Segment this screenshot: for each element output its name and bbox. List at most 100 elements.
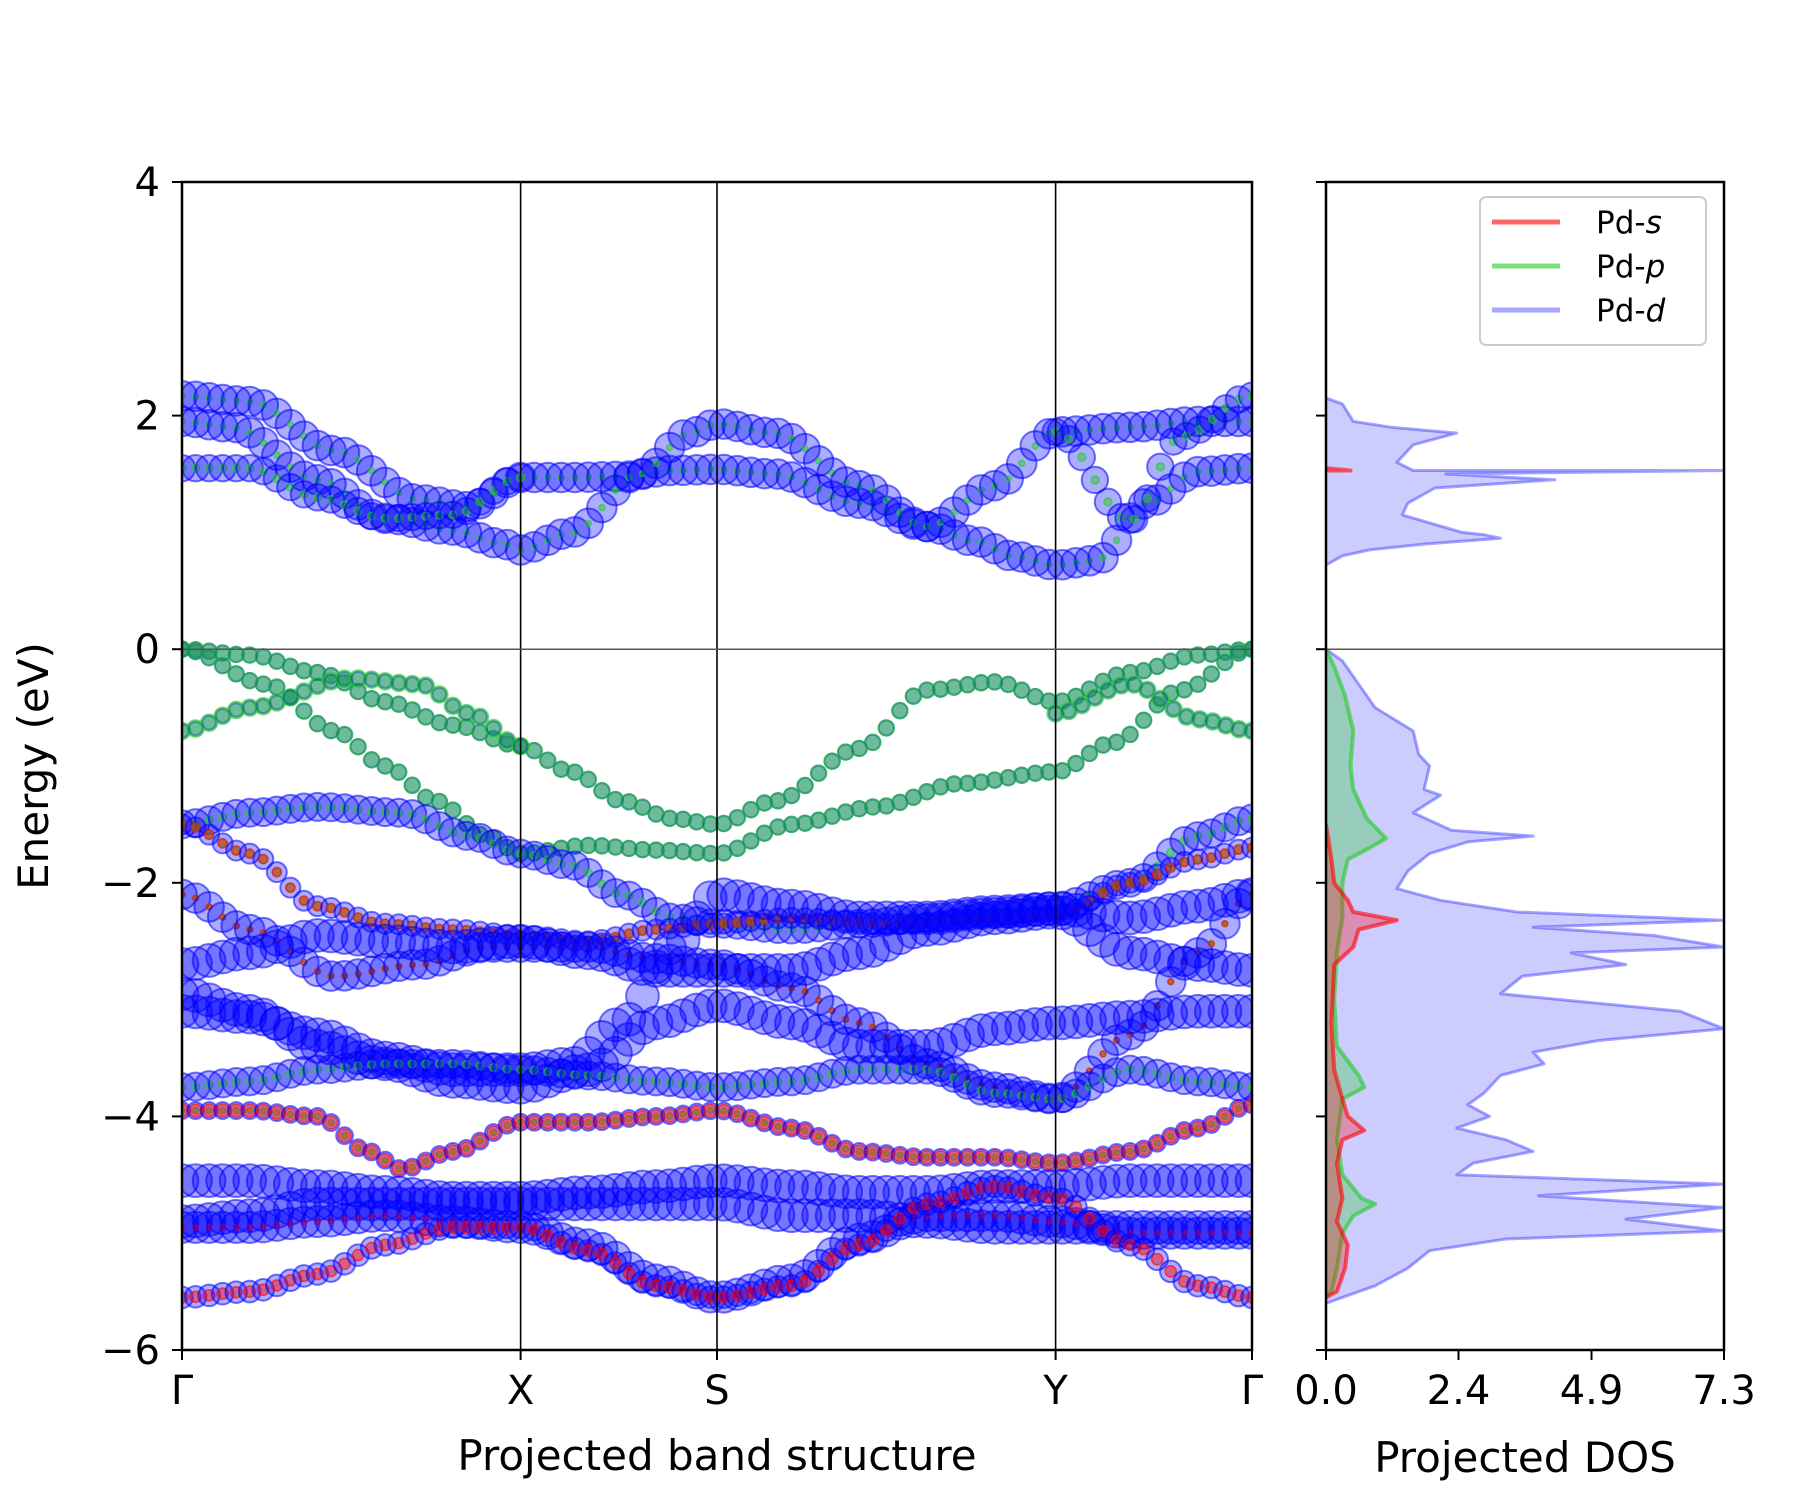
- band-point-s: [217, 837, 229, 849]
- band-point-s: [323, 1115, 339, 1130]
- band-point-p: [782, 815, 801, 834]
- band-point-p: [375, 672, 395, 691]
- band-point-d: [1152, 691, 1169, 707]
- band-point-d: [586, 491, 618, 524]
- band-point-p: [349, 737, 367, 756]
- band-point-d: [1146, 452, 1175, 481]
- band-point-p: [226, 700, 246, 720]
- band-point-p: [1026, 764, 1045, 782]
- band-point-p: [295, 661, 313, 680]
- band-point-d: [1139, 682, 1156, 698]
- band-point-p: [321, 672, 341, 691]
- band-point-d: [721, 454, 754, 487]
- band-point-p: [552, 760, 570, 778]
- band-point-d: [613, 880, 644, 911]
- band-point-p: [1067, 754, 1085, 773]
- band-point-s: [377, 1152, 393, 1168]
- band-point-d: [276, 472, 305, 502]
- band-point-p: [1189, 675, 1207, 693]
- band-point-p: [877, 719, 896, 737]
- band-point-s: [433, 923, 445, 935]
- band-point-d: [445, 698, 461, 714]
- band-y-ticks: −6 −4 −2 0 2 4: [101, 160, 182, 1374]
- band-point-p: [882, 496, 891, 504]
- band-point-p: [308, 663, 327, 682]
- band-point-p: [864, 798, 882, 816]
- band-point-p: [796, 776, 814, 795]
- band-point-s: [1167, 978, 1175, 986]
- band-point-p: [403, 776, 422, 795]
- band-point-p: [1031, 442, 1040, 450]
- band-point-p: [674, 842, 692, 861]
- band-point-p: [566, 763, 584, 781]
- band-3: [1041, 381, 1252, 534]
- band-point-s: [1204, 1117, 1219, 1132]
- band-point-d: [262, 464, 292, 493]
- band-point-d: [330, 490, 359, 519]
- band-2: [182, 453, 535, 533]
- band-point-d: [789, 432, 821, 465]
- band-7: [1046, 675, 1252, 741]
- band-point-p: [1121, 725, 1139, 744]
- band-point-p: [362, 689, 381, 708]
- band-point-d: [586, 460, 618, 493]
- band-point-d: [1060, 546, 1092, 579]
- band-point-p: [728, 839, 747, 858]
- band-point-d: [1087, 689, 1103, 706]
- band-point-p: [836, 803, 855, 821]
- band-point-d: [1114, 411, 1146, 444]
- dos-x-ticks: 0.0 2.4 4.9 7.3: [1294, 1350, 1756, 1414]
- band-point-p: [674, 810, 692, 829]
- band-marks: [182, 379, 1252, 1314]
- band-point-d: [182, 380, 212, 413]
- y-tick-label: −6: [101, 1328, 160, 1374]
- band-point-d: [572, 461, 605, 494]
- band-point-d: [938, 496, 970, 528]
- band-point-d: [640, 456, 672, 488]
- band-point-d: [1019, 430, 1052, 462]
- band-point-s: [406, 920, 418, 932]
- band-point-p: [259, 439, 268, 447]
- band-point-s: [1207, 940, 1216, 948]
- band-point-s: [364, 1144, 379, 1160]
- band-point-d: [1087, 412, 1119, 445]
- band-point-s: [420, 922, 432, 933]
- band-point-d: [1005, 447, 1038, 480]
- band-point-s: [284, 882, 296, 894]
- band-point-p: [877, 797, 896, 815]
- band-point-p: [403, 674, 422, 694]
- band-point-p: [1165, 847, 1176, 858]
- legend-label-s: Pd-s: [1596, 205, 1662, 241]
- band-point-p: [484, 718, 503, 738]
- band-point-p: [584, 519, 593, 528]
- band-point-p: [652, 459, 660, 468]
- band-point-p: [769, 818, 787, 836]
- band-point-p: [1004, 475, 1012, 483]
- band-point-p: [958, 774, 977, 793]
- band-point-d: [1209, 454, 1241, 486]
- band-point-d: [249, 456, 278, 486]
- band-point-p: [593, 837, 611, 855]
- band-point-d: [319, 896, 342, 919]
- band-point-p: [389, 763, 408, 781]
- band-point-d: [735, 456, 767, 489]
- band-point-p: [1017, 459, 1026, 468]
- band-point-d: [478, 828, 509, 859]
- band-point-d: [211, 832, 234, 855]
- band-point-s: [190, 821, 201, 833]
- band-point-p: [660, 809, 679, 828]
- dos-x-tick-label: 2.4: [1427, 1368, 1491, 1414]
- dos-x-tick-label: 7.3: [1692, 1368, 1756, 1414]
- band-point-d: [220, 385, 252, 417]
- band-point-p: [1094, 736, 1112, 754]
- kpoint-label: S: [704, 1368, 729, 1414]
- band-point-p: [606, 838, 625, 856]
- band-x-axis-title: Projected band structure: [457, 1431, 976, 1480]
- band-point-p: [295, 702, 313, 720]
- y-tick-label: 2: [135, 394, 160, 440]
- band-point-p: [213, 656, 232, 675]
- dos-x-tick-label: 0.0: [1294, 1368, 1358, 1414]
- band-point-p: [918, 681, 936, 699]
- band-point-p: [1053, 761, 1072, 780]
